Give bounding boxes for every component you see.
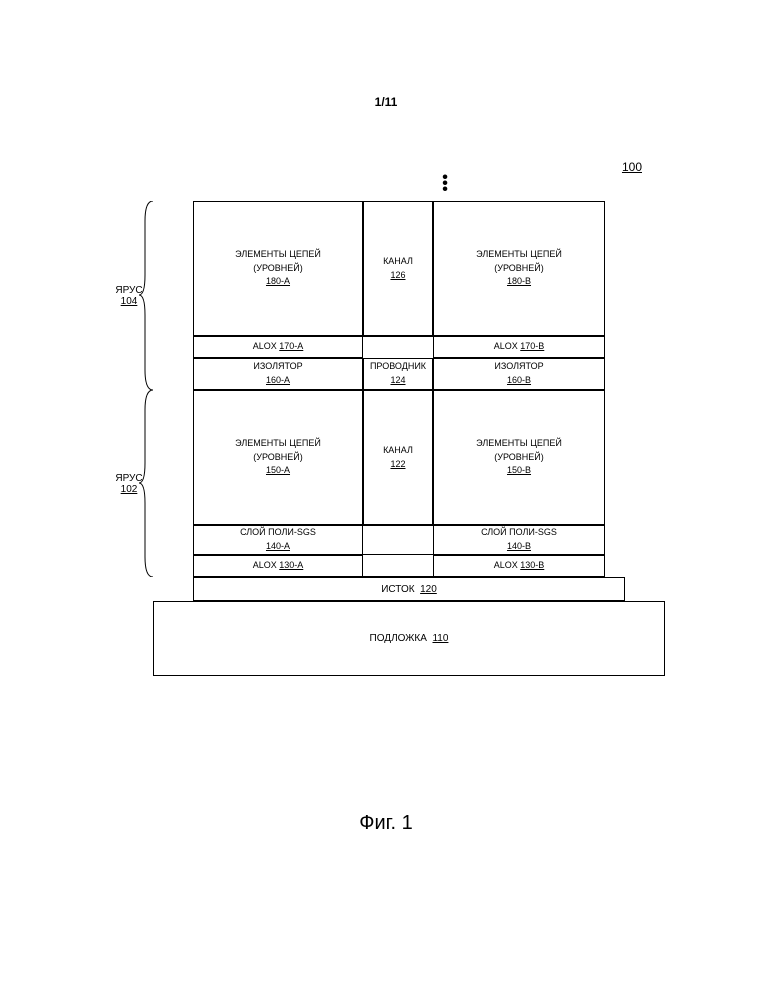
block-channel-upper: КАНАЛ 126	[363, 201, 433, 336]
label-text: ЭЛЕМЕНТЫ ЦЕПЕЙ	[476, 249, 562, 261]
label-ref: 150-A	[266, 465, 290, 477]
label-text: ALOX	[253, 341, 277, 351]
diagram-container: ••• ЯРУС 104 ЭЛЕМЕНТЫ ЦЕПЕЙ (УРОВНЕЙ) 18…	[105, 175, 665, 676]
label-ref: 150-B	[507, 465, 531, 477]
block-source: ИСТОК 120	[193, 577, 625, 601]
label-ref: 126	[390, 270, 405, 282]
block-circuits-upper-a: ЭЛЕМЕНТЫ ЦЕПЕЙ (УРОВНЕЙ) 180-A	[193, 201, 363, 336]
label-text: (УРОВНЕЙ)	[253, 452, 303, 464]
label-text: КАНАЛ	[383, 445, 413, 457]
label-text: ЭЛЕМЕНТЫ ЦЕПЕЙ	[235, 249, 321, 261]
block-isolator-a: ИЗОЛЯТОР 160-A	[193, 358, 363, 390]
block-isolator-b: ИЗОЛЯТОР 160-B	[433, 358, 605, 390]
label-ref: 180-A	[266, 276, 290, 288]
block-gap	[363, 525, 433, 555]
tier-brace-lower: ЯРУС 102	[105, 390, 153, 577]
block-alox-lower-a: ALOX 130-A	[193, 555, 363, 577]
label-ref: 140-A	[266, 541, 290, 553]
label-text: ALOX	[494, 341, 518, 351]
label-ref: 180-B	[507, 276, 531, 288]
block-gap	[363, 336, 433, 358]
label-text: ИСТОК	[381, 584, 414, 595]
label-ref: 160-A	[266, 375, 290, 387]
block-circuits-upper-b: ЭЛЕМЕНТЫ ЦЕПЕЙ (УРОВНЕЙ) 180-B	[433, 201, 605, 336]
label-text: (УРОВНЕЙ)	[494, 263, 544, 275]
label-ref: 110	[432, 633, 448, 644]
block-substrate: ПОДЛОЖКА 110	[153, 601, 665, 676]
continuation-dots: •••	[105, 175, 665, 193]
block-circuits-lower-b: ЭЛЕМЕНТЫ ЦЕПЕЙ (УРОВНЕЙ) 150-B	[433, 390, 605, 525]
label-text: ЭЛЕМЕНТЫ ЦЕПЕЙ	[235, 438, 321, 450]
block-sgs-b: СЛОЙ ПОЛИ-SGS 140-B	[433, 525, 605, 555]
figure-caption: Фиг. 1	[359, 812, 412, 835]
label-ref: 170-B	[520, 341, 544, 351]
tier-upper-ref: 104	[121, 296, 138, 307]
label-text: ИЗОЛЯТОР	[494, 361, 543, 373]
label-text: (УРОВНЕЙ)	[253, 263, 303, 275]
label-ref: 120	[420, 584, 437, 595]
label-text: ALOX	[253, 560, 277, 570]
tier-lower-ref: 102	[121, 484, 138, 495]
label-ref: 170-A	[279, 341, 303, 351]
block-alox-upper-a: ALOX 170-A	[193, 336, 363, 358]
label-text: СЛОЙ ПОЛИ-SGS	[481, 527, 557, 539]
label-text: ИЗОЛЯТОР	[253, 361, 302, 373]
label-text: ALOX	[494, 560, 518, 570]
label-text: ПОДЛОЖКА	[370, 633, 427, 644]
block-alox-lower-b: ALOX 130-B	[433, 555, 605, 577]
label-text: ПРОВОДНИК	[370, 361, 426, 373]
figure-ref-number: 100	[622, 160, 642, 174]
label-text: (УРОВНЕЙ)	[494, 452, 544, 464]
label-text: ЭЛЕМЕНТЫ ЦЕПЕЙ	[476, 438, 562, 450]
label-ref: 140-B	[507, 541, 531, 553]
label-text: КАНАЛ	[383, 256, 413, 268]
label-ref: 160-B	[507, 375, 531, 387]
label-ref: 122	[390, 459, 405, 471]
brace-icon	[139, 390, 153, 577]
block-alox-upper-b: ALOX 170-B	[433, 336, 605, 358]
block-channel-lower: КАНАЛ 122	[363, 390, 433, 525]
page-number: 1/11	[375, 95, 398, 109]
block-sgs-a: СЛОЙ ПОЛИ-SGS 140-A	[193, 525, 363, 555]
label-ref: 130-A	[279, 560, 303, 570]
label-text: СЛОЙ ПОЛИ-SGS	[240, 527, 316, 539]
tier-brace-upper: ЯРУС 104	[105, 201, 153, 390]
block-circuits-lower-a: ЭЛЕМЕНТЫ ЦЕПЕЙ (УРОВНЕЙ) 150-A	[193, 390, 363, 525]
brace-icon	[139, 201, 153, 390]
block-gap	[363, 555, 433, 577]
block-conductor: ПРОВОДНИК 124	[363, 358, 433, 390]
label-ref: 130-B	[520, 560, 544, 570]
label-ref: 124	[390, 375, 405, 387]
